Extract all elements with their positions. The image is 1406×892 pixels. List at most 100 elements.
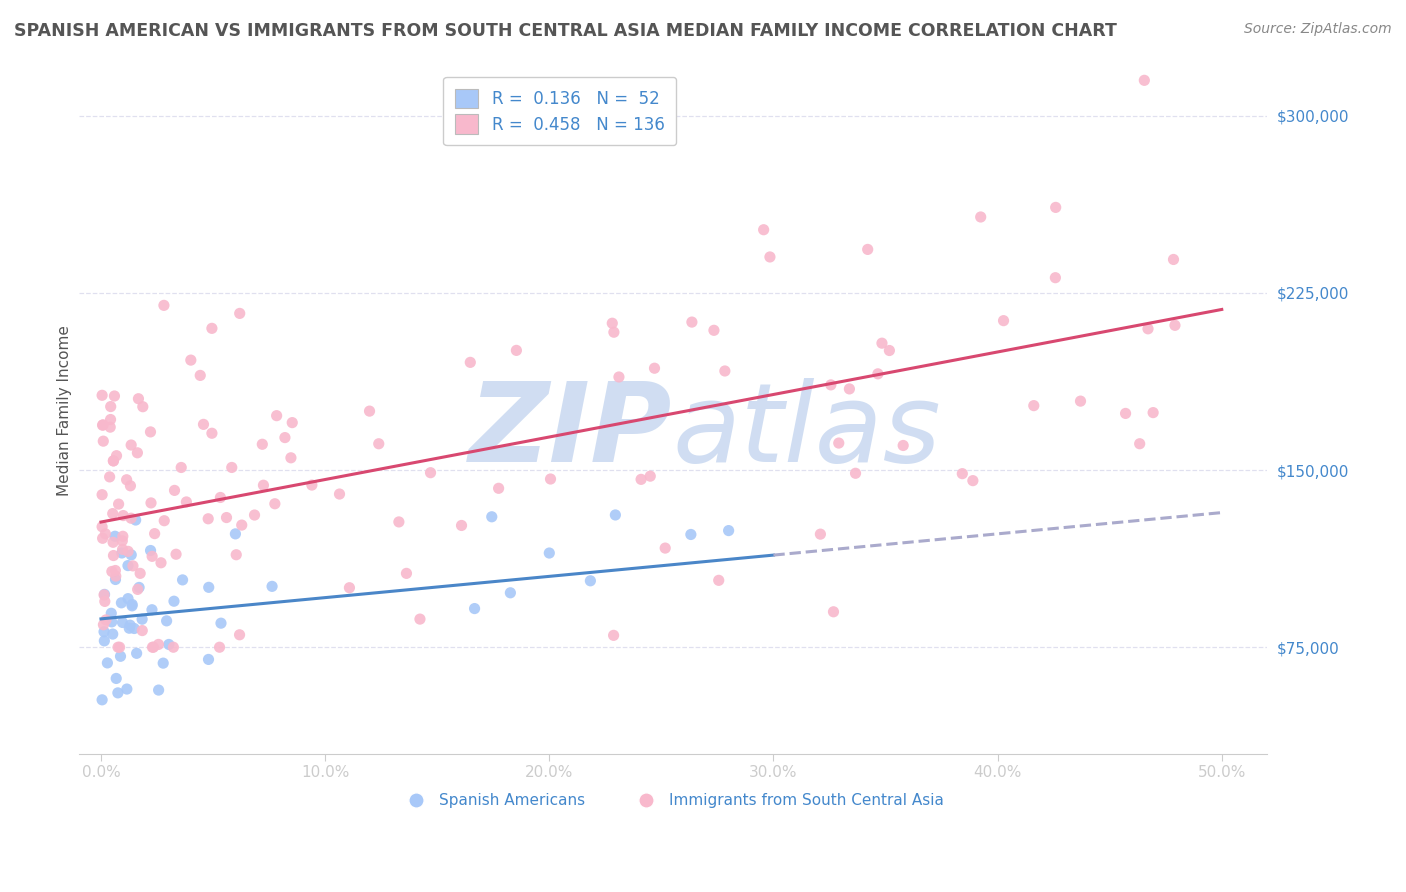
Point xyxy=(139,425,162,439)
Point xyxy=(1069,394,1091,409)
Point xyxy=(228,306,250,320)
Point xyxy=(163,483,186,498)
Point xyxy=(197,580,219,594)
Point xyxy=(152,656,174,670)
Point xyxy=(1045,270,1067,285)
Point xyxy=(129,566,152,581)
Point xyxy=(143,526,166,541)
Point xyxy=(94,594,117,608)
Point xyxy=(176,495,198,509)
Point xyxy=(1163,252,1185,267)
Point xyxy=(103,389,125,403)
Point xyxy=(155,614,177,628)
Point xyxy=(714,364,737,378)
Point xyxy=(98,470,121,484)
Point xyxy=(388,515,411,529)
Point xyxy=(188,368,211,383)
Point xyxy=(93,587,115,601)
Point xyxy=(231,518,253,533)
Point xyxy=(120,511,142,525)
Point xyxy=(703,323,725,337)
Point xyxy=(208,640,231,655)
Point xyxy=(209,616,232,631)
Point xyxy=(100,615,122,629)
Point xyxy=(679,527,702,541)
Point xyxy=(280,450,302,465)
Point xyxy=(111,542,134,557)
Point xyxy=(157,637,180,651)
Point xyxy=(970,210,993,224)
Point xyxy=(139,496,162,510)
Point xyxy=(104,569,127,583)
Point xyxy=(125,646,148,660)
Point xyxy=(128,581,150,595)
Point xyxy=(450,518,472,533)
Point xyxy=(117,591,139,606)
Point xyxy=(301,478,323,492)
Text: atlas: atlas xyxy=(672,378,941,485)
Point xyxy=(209,491,232,505)
Point xyxy=(142,640,165,655)
Point xyxy=(91,531,114,545)
Point xyxy=(122,622,145,636)
Point xyxy=(153,514,176,528)
Point xyxy=(121,598,143,612)
Point xyxy=(93,624,115,639)
Point xyxy=(328,487,350,501)
Point xyxy=(150,556,173,570)
Point xyxy=(94,613,117,627)
Point xyxy=(101,565,124,579)
Point xyxy=(605,508,627,522)
Point xyxy=(644,361,666,376)
Point xyxy=(808,527,831,541)
Point xyxy=(107,640,129,655)
Point xyxy=(820,377,842,392)
Point xyxy=(131,612,153,626)
Text: Source: ZipAtlas.com: Source: ZipAtlas.com xyxy=(1244,22,1392,37)
Point xyxy=(870,336,893,351)
Point xyxy=(91,388,114,402)
Point xyxy=(197,652,219,666)
Point xyxy=(120,479,142,493)
Point xyxy=(879,343,901,358)
Y-axis label: Median Family Income: Median Family Income xyxy=(58,326,72,497)
Point xyxy=(110,596,132,610)
Point xyxy=(1115,406,1137,420)
Point xyxy=(91,418,114,433)
Point xyxy=(115,473,138,487)
Point xyxy=(488,481,510,495)
Point xyxy=(91,417,114,432)
Point xyxy=(103,454,125,468)
Point xyxy=(499,586,522,600)
Point xyxy=(193,417,215,432)
Point xyxy=(464,601,486,615)
Point xyxy=(838,382,860,396)
Point xyxy=(224,527,246,541)
Point xyxy=(1137,322,1160,336)
Point xyxy=(110,649,132,664)
Point xyxy=(1164,318,1187,333)
Point xyxy=(101,507,124,521)
Point xyxy=(243,508,266,522)
Text: ZIP: ZIP xyxy=(470,378,672,485)
Point xyxy=(654,541,676,555)
Point xyxy=(638,469,661,483)
Point xyxy=(630,472,652,486)
Point xyxy=(823,605,845,619)
Point xyxy=(603,325,626,339)
Point xyxy=(252,437,274,451)
Point xyxy=(505,343,527,358)
Point xyxy=(120,548,142,562)
Point xyxy=(395,566,418,581)
Point xyxy=(215,510,238,524)
Point xyxy=(108,640,131,655)
Point xyxy=(111,529,134,543)
Point xyxy=(103,549,125,563)
Point xyxy=(93,617,115,632)
Point xyxy=(105,672,128,686)
Point xyxy=(131,624,153,638)
Point xyxy=(111,533,134,548)
Point xyxy=(98,420,121,434)
Point xyxy=(112,508,135,523)
Point xyxy=(759,250,782,264)
